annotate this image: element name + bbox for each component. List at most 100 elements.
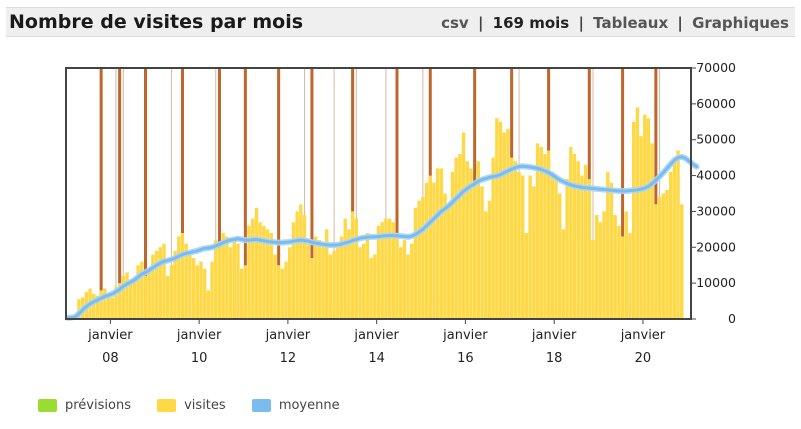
x-tick-month: janvier [442, 328, 488, 343]
visit-bar [384, 218, 388, 319]
visit-bar [258, 222, 262, 319]
visit-bar [321, 247, 325, 319]
visit-bar [506, 128, 510, 319]
visit-bar [132, 279, 137, 319]
visit-bar [461, 132, 466, 319]
visit-bar [202, 268, 207, 319]
visit-bar [569, 146, 573, 319]
tables-link[interactable]: Tableaux [593, 14, 669, 32]
visit-bar [402, 240, 407, 319]
visit-bar [572, 154, 577, 319]
visit-bar [620, 236, 625, 319]
visit-bar [221, 232, 225, 319]
visit-bar [365, 232, 370, 319]
visit-bar [521, 175, 525, 319]
visit-bar [517, 171, 521, 319]
visit-bar [558, 193, 562, 319]
visit-bar [339, 236, 344, 319]
legend-item-moyenne[interactable]: moyenne [251, 398, 340, 413]
visit-bar [465, 161, 469, 319]
x-tick-year: 10 [191, 351, 208, 366]
visit-bar [273, 254, 277, 319]
visit-bar [166, 275, 170, 319]
visit-bar [380, 222, 384, 319]
visit-bar [225, 236, 229, 319]
visit-bar [454, 157, 458, 319]
visit-bar [624, 211, 628, 319]
visit-bar [458, 154, 462, 319]
visit-bar [476, 161, 481, 319]
x-tick-month: janvier [265, 328, 311, 343]
visit-bar [502, 132, 506, 319]
x-tick-year: 18 [546, 351, 563, 366]
visit-bar [350, 211, 355, 319]
visit-bar [117, 283, 122, 319]
visit-bar [576, 161, 580, 319]
legend-swatch [38, 399, 57, 412]
visit-bar [387, 218, 392, 319]
visit-bar [406, 254, 410, 319]
visit-bar [158, 247, 163, 319]
visit-bar [210, 261, 214, 319]
visit-bar [284, 261, 288, 319]
x-tick-month: janvier [531, 328, 577, 343]
visit-bar [195, 265, 199, 319]
visit-bar [417, 200, 421, 319]
visit-bar [543, 154, 547, 319]
visit-bar [413, 207, 418, 319]
visit-bar [214, 240, 218, 319]
csv-link[interactable]: csv [441, 14, 469, 32]
visit-bar [447, 204, 451, 319]
visit-bar [265, 229, 270, 319]
y-tick-label: 70000 [696, 60, 736, 75]
visit-bar [358, 247, 362, 319]
visit-bar [92, 293, 96, 319]
visit-bar [147, 268, 151, 319]
visit-bar [595, 215, 599, 319]
x-tick-year: 20 [635, 351, 652, 366]
visit-bar [565, 179, 569, 319]
visit-bar [121, 275, 126, 319]
visit-bar [243, 265, 248, 319]
visit-bar [191, 258, 196, 319]
visit-bar [421, 197, 425, 319]
legend-label: moyenne [278, 398, 340, 413]
x-tick-year: 08 [102, 351, 119, 366]
visit-bar [106, 295, 111, 319]
x-tick-month: janvier [620, 328, 666, 343]
visit-bar [609, 182, 614, 319]
visit-bar [554, 175, 558, 319]
visit-bar [439, 168, 444, 319]
visit-bar [491, 157, 495, 319]
visit-bar [362, 243, 366, 319]
visit-bar [347, 229, 351, 319]
visit-bar [140, 261, 144, 319]
visit-bar [173, 250, 177, 319]
x-tick-month: janvier [87, 328, 133, 343]
page-title: Nombre de visites par mois [9, 11, 304, 33]
visit-bar [110, 297, 114, 319]
visit-bar [188, 254, 192, 319]
chart-header: Nombre de visites par mois csv | 169 moi… [6, 7, 795, 37]
legend-item-visites[interactable]: visites [157, 398, 226, 413]
visit-bar [639, 136, 643, 319]
visit-bar [336, 247, 340, 319]
y-tick-label: 60000 [696, 96, 736, 111]
visit-bar [247, 225, 251, 319]
visit-bar [435, 168, 440, 319]
visit-bar [428, 175, 432, 319]
charts-link[interactable]: Graphiques [692, 14, 789, 32]
visit-bar [262, 225, 266, 319]
visit-bar [487, 200, 492, 319]
visit-bar [313, 236, 318, 319]
visit-bar [325, 229, 329, 319]
visit-bar [628, 232, 632, 319]
visit-bar [129, 283, 133, 319]
legend-item-previsions[interactable]: prévisions [38, 398, 131, 413]
visit-bar [369, 258, 373, 319]
y-tick-label: 30000 [696, 203, 736, 218]
visit-bar [583, 164, 588, 319]
visit-bar [561, 229, 566, 319]
separator: | [677, 14, 683, 32]
